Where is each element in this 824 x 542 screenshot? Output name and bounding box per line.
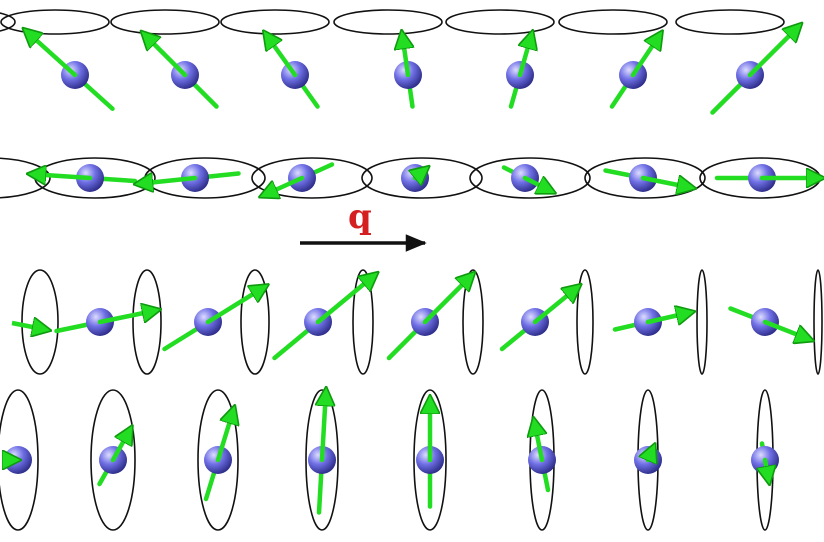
spin-row3 xyxy=(386,274,473,361)
spin-row1 xyxy=(25,30,115,111)
spin-row4 xyxy=(634,446,662,474)
spin-row1 xyxy=(710,25,801,115)
spin-row4 xyxy=(4,446,32,474)
precession-cone-ellipse-icon xyxy=(462,269,484,375)
spin-row1 xyxy=(265,33,320,109)
precession-cone-ellipse-icon xyxy=(220,9,330,35)
spin-arrow-icon xyxy=(215,408,234,463)
spin-row3 xyxy=(612,308,692,336)
spin-arrow-icon xyxy=(97,310,158,325)
spin-arrow-icon xyxy=(415,168,427,178)
spin-row1 xyxy=(506,33,534,109)
precession-cone-ellipse-icon xyxy=(813,269,823,375)
spin-arrow-icon xyxy=(265,33,298,78)
spin-row2 xyxy=(30,164,138,192)
precession-cone-ellipse-icon xyxy=(413,389,447,531)
spin-row1 xyxy=(143,33,219,109)
spin-row3-partial xyxy=(11,323,48,330)
spin-arrow-icon xyxy=(110,428,131,463)
spin-row4 xyxy=(528,420,556,493)
precession-cone-ellipse-icon xyxy=(558,9,668,35)
precession-cone-ellipse-icon xyxy=(0,9,110,35)
spin-arrow-icon xyxy=(137,178,198,184)
spin-arrow-icon xyxy=(315,274,376,325)
spin-arrow-icon xyxy=(30,174,93,178)
spin-row2 xyxy=(603,164,694,192)
spin-arrow-icon xyxy=(322,390,326,463)
precession-ring-ellipse-icon xyxy=(0,157,51,199)
precession-cone-ellipse-icon xyxy=(132,269,162,375)
precession-cone-ellipse-icon xyxy=(696,269,708,375)
spin-arrow-icon xyxy=(630,33,661,78)
precession-cone-ellipse-icon xyxy=(445,9,555,35)
spin-row2 xyxy=(262,162,335,196)
spin-row4 xyxy=(416,398,444,509)
precession-cone-ellipse-icon xyxy=(21,269,59,375)
precession-cone-ellipse-icon xyxy=(90,389,136,531)
precession-ring-ellipse-icon xyxy=(251,157,373,199)
spin-arrow-icon xyxy=(402,33,408,78)
precession-cone-ellipse-icon xyxy=(0,12,16,32)
spin-row3 xyxy=(272,274,377,361)
spin-arrow-icon xyxy=(517,33,532,78)
wavevector-label: q xyxy=(348,197,372,237)
spin-row4 xyxy=(97,428,131,487)
spin-arrow-icon xyxy=(205,286,266,325)
spin-arrow-icon xyxy=(262,175,305,196)
spin-row2 xyxy=(137,164,241,192)
spin-row4 xyxy=(203,408,234,502)
spin-arrow-icon xyxy=(747,25,800,78)
precession-cone-ellipse-icon xyxy=(0,389,39,531)
spin-arrow-icon xyxy=(422,274,473,325)
spin-row3 xyxy=(54,308,159,336)
spin-arrow-icon xyxy=(534,420,542,463)
spin-row4 xyxy=(751,441,779,483)
precession-cone-ellipse-icon xyxy=(675,9,785,35)
precession-cone-ellipse-icon xyxy=(352,269,374,375)
precession-cone-ellipse-icon xyxy=(197,389,239,531)
spin-arrow-icon xyxy=(522,178,553,192)
spin-row2 xyxy=(401,164,429,192)
spin-arrow-icon xyxy=(645,312,692,322)
precession-ring-ellipse-icon xyxy=(361,157,483,199)
precession-cone-ellipse-icon xyxy=(240,269,270,375)
spin-arrow-icon xyxy=(11,323,48,330)
spin-arrow-icon xyxy=(762,319,811,340)
precession-ring-ellipse-icon xyxy=(469,157,591,199)
spin-row1 xyxy=(394,33,422,109)
precession-cone-ellipse-icon xyxy=(333,9,443,35)
spin-arrow-icon xyxy=(532,286,579,325)
spin-row3 xyxy=(162,286,267,352)
spin-row3 xyxy=(499,286,579,352)
spin-arrow-icon xyxy=(765,457,769,482)
spin-row2 xyxy=(714,164,824,192)
precession-cone-ellipse-icon xyxy=(110,9,220,35)
precession-cone-ellipse-icon xyxy=(576,269,594,375)
spin-arrow-icon xyxy=(648,446,654,460)
precession-ring-ellipse-icon xyxy=(584,157,706,199)
spin-arrow-icon xyxy=(640,178,693,188)
spin-row1 xyxy=(609,33,661,109)
spin-arrow-icon xyxy=(25,30,78,78)
spin-arrow-icon xyxy=(143,33,188,78)
spin-row4 xyxy=(308,390,336,515)
spin-row3 xyxy=(728,306,812,340)
spin-row2 xyxy=(501,164,553,192)
